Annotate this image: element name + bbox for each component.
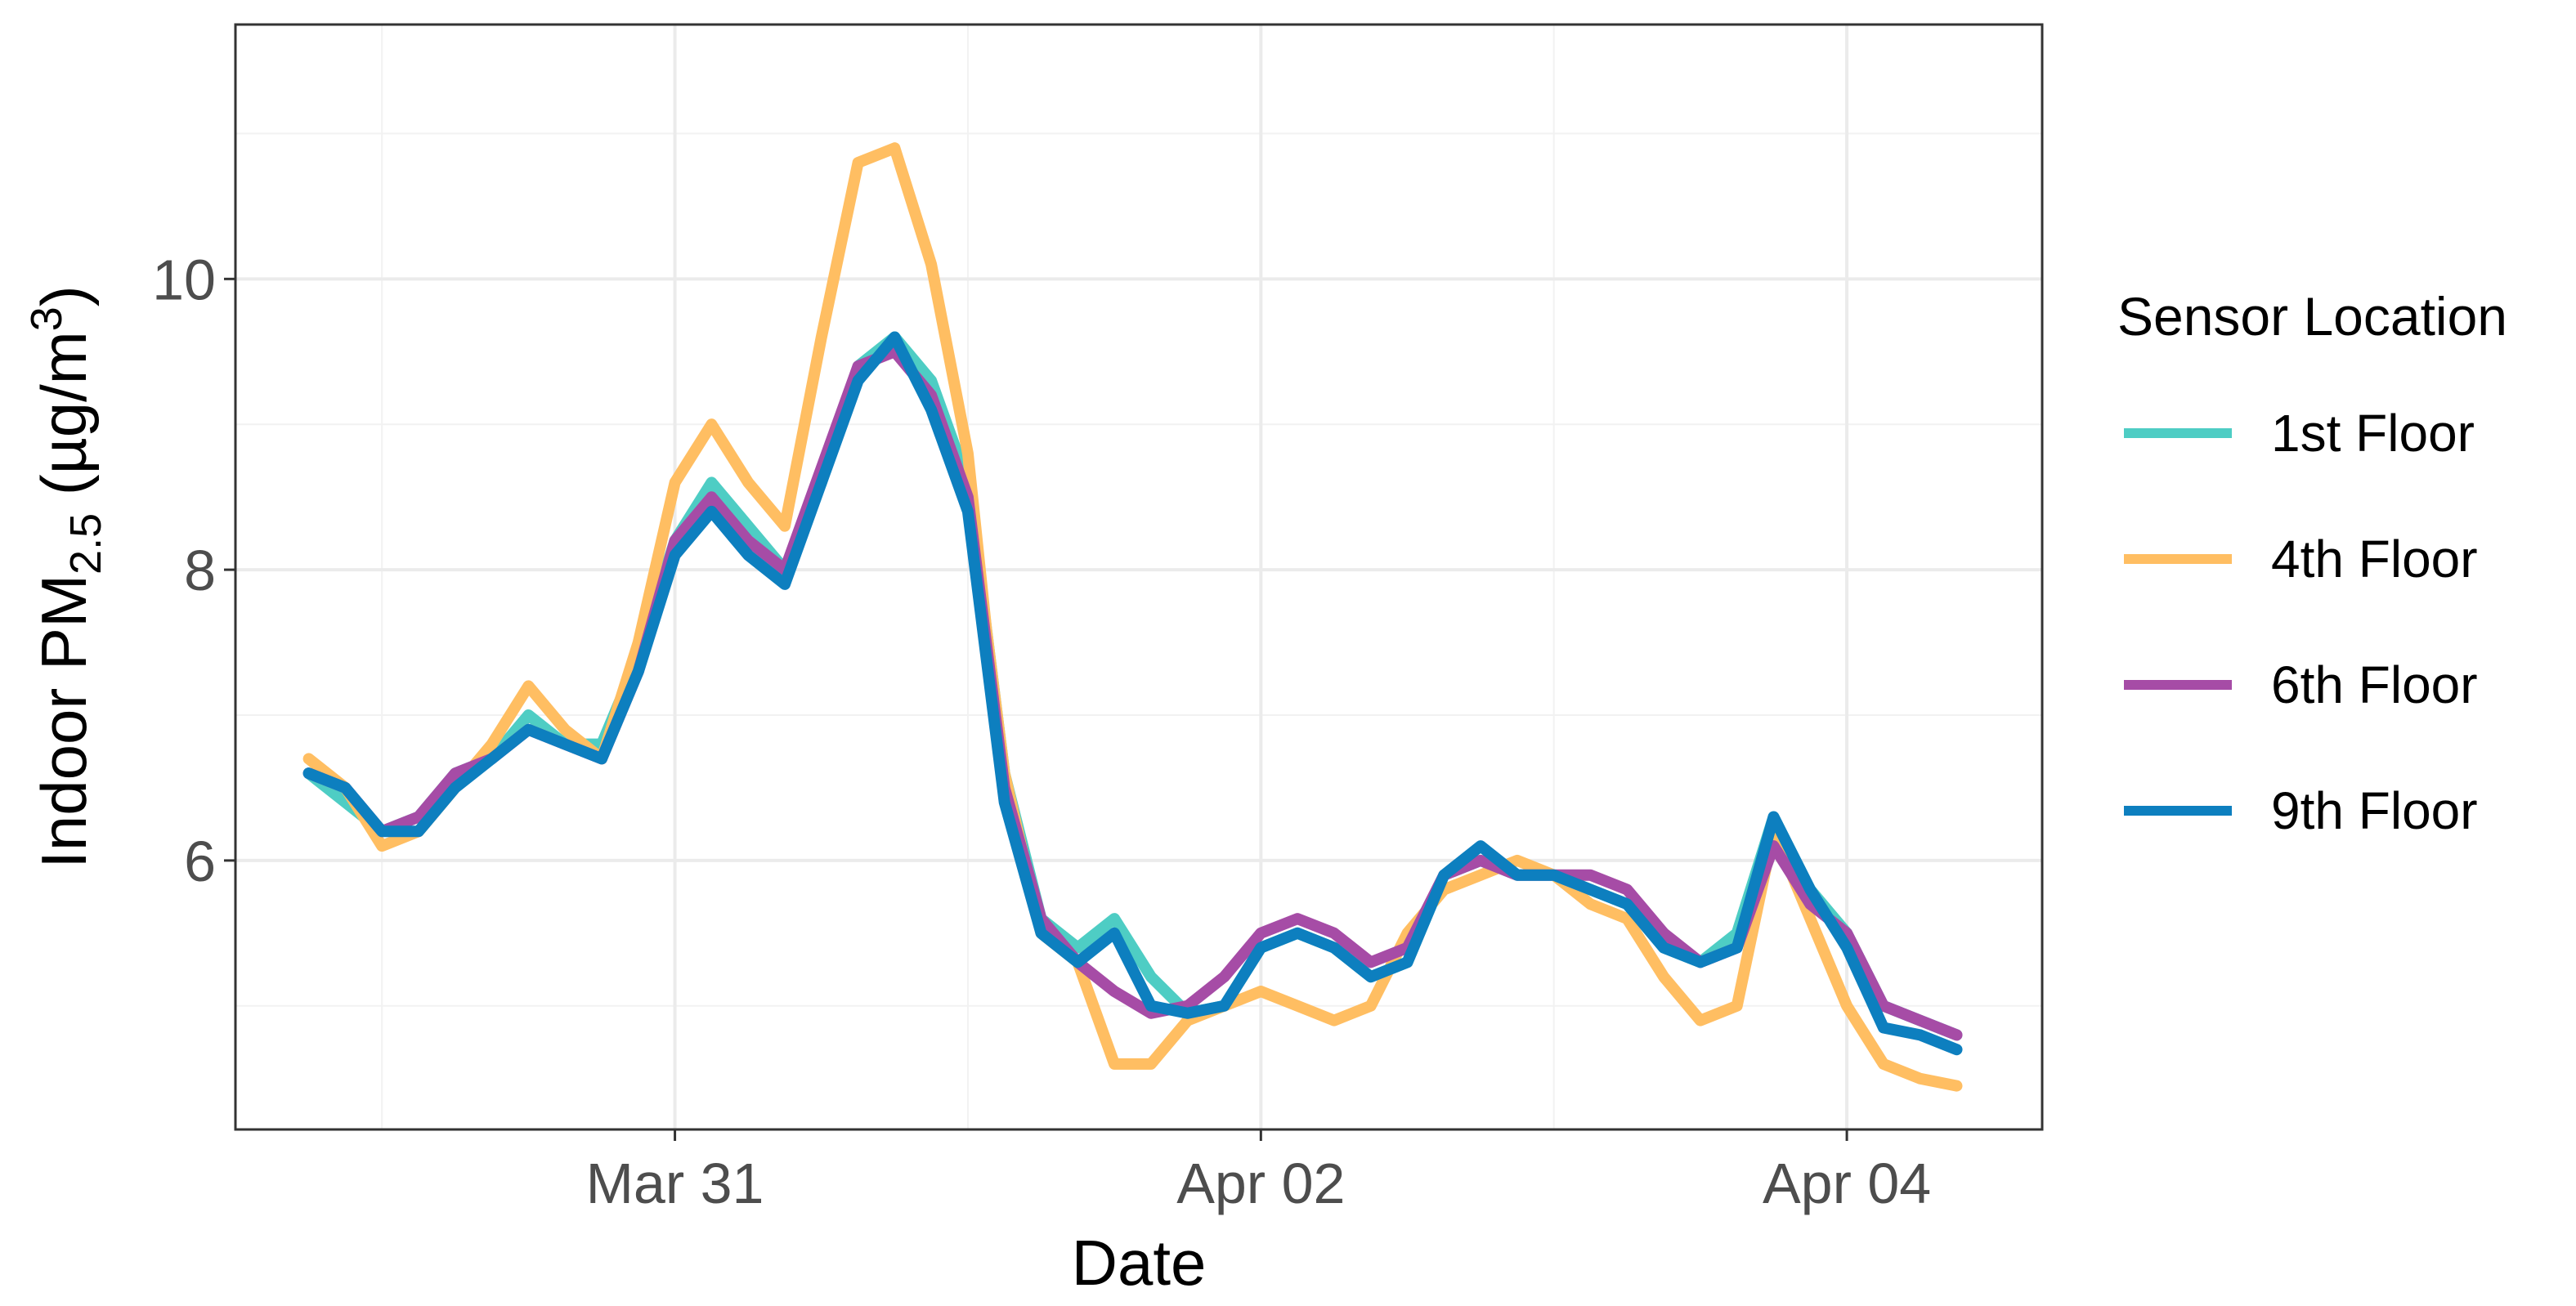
y-axis-title-prefix: Indoor PM (28, 575, 100, 869)
legend-keys: 1st Floor 4th Floor 6th Floor 9th Floor (2124, 404, 2478, 840)
x-tick-label-2: Apr 04 (1763, 1152, 1931, 1215)
y-axis-title-unit-close: ) (28, 285, 100, 306)
y-axis-title: Indoor PM2.5 (µg/m3) (22, 285, 110, 869)
legend-title: Sensor Location (2117, 286, 2507, 347)
legend: Sensor Location 1st Floor 4th Floor 6th Fl… (2117, 286, 2507, 840)
y-tick-label-2: 10 (152, 248, 216, 311)
y-axis-title-unit-open: (µg/m (28, 331, 100, 513)
y-axis: 6 8 10 (152, 248, 235, 893)
legend-label-1st-floor: 1st Floor (2271, 404, 2475, 463)
series-lines (302, 142, 1963, 1092)
x-tick-label-1: Apr 02 (1176, 1152, 1345, 1215)
y-tick-label-1: 8 (184, 539, 216, 602)
plot-panel-border (234, 23, 2044, 1131)
x-axis-title: Date (1072, 1227, 1207, 1299)
legend-label-6th-floor: 6th Floor (2271, 655, 2478, 714)
x-tick-label-0: Mar 31 (586, 1152, 764, 1215)
y-tick-label-0: 6 (184, 830, 216, 893)
series-line-9th-floor (302, 331, 1963, 1056)
legend-label-4th-floor: 4th Floor (2271, 530, 2478, 588)
y-axis-title-subscript: 2.5 (61, 513, 110, 575)
x-axis: Mar 31 Apr 02 Apr 04 (586, 1129, 1931, 1215)
legend-label-9th-floor: 9th Floor (2271, 781, 2478, 840)
y-axis-title-superscript: 3 (22, 306, 71, 331)
